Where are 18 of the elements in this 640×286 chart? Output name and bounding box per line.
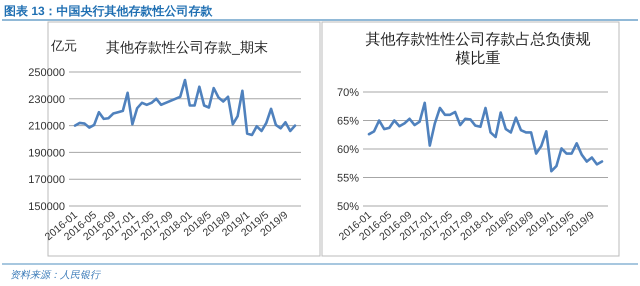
y-tick-label: 250000 bbox=[28, 67, 65, 79]
y-tick-label: 50% bbox=[336, 201, 360, 213]
y-tick-label: 65% bbox=[336, 116, 360, 128]
line-series bbox=[74, 78, 296, 136]
y-tick-label: 230000 bbox=[28, 94, 65, 106]
y-tick-label: 60% bbox=[336, 144, 360, 156]
text: 图表 13：中国央行其他存款性公司存款 bbox=[4, 4, 214, 18]
y-axis-title: 亿元 bbox=[50, 38, 77, 53]
line-series bbox=[368, 102, 604, 173]
y-tick-label: 70% bbox=[336, 87, 360, 99]
y-tick-label: 150000 bbox=[28, 201, 65, 213]
y-tick-label: 55% bbox=[336, 172, 360, 184]
chart-title: 其他存款性公司存款_期末 bbox=[106, 39, 268, 55]
y-tick-label: 210000 bbox=[28, 120, 65, 133]
text: 资料来源：人民银行 bbox=[10, 269, 101, 281]
y-tick-label: 190000 bbox=[28, 147, 65, 160]
chart-title: 其他存款性性公司存款占总负债规模比重 bbox=[366, 31, 590, 67]
y-tick-label: 170000 bbox=[28, 174, 65, 186]
